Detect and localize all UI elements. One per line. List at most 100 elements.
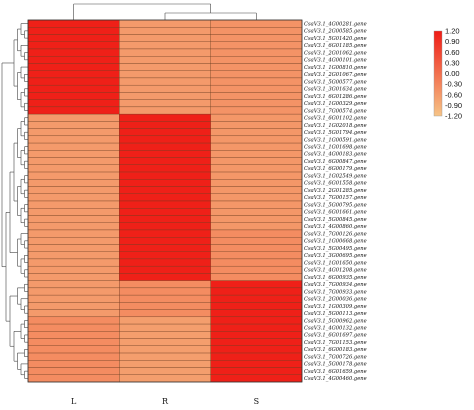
heatmap-cell <box>119 19 211 28</box>
heatmap-cell <box>119 338 211 346</box>
heatmap-cell <box>210 48 303 57</box>
heatmap-cell <box>119 265 211 274</box>
heatmap-cell <box>119 135 211 144</box>
heatmap-cell <box>210 128 303 137</box>
heatmap-cell <box>27 150 120 158</box>
row-label: CsaV3.1_5G00178.gene <box>304 362 367 368</box>
heatmap-cell <box>119 142 211 151</box>
heatmap-cell <box>27 70 120 79</box>
heatmap-cell <box>210 237 303 245</box>
heatmap-cell <box>119 309 211 318</box>
row-label: CsaV3.1_5G00495.gene <box>304 246 367 252</box>
heatmap-cell <box>27 56 120 64</box>
heatmap-cell <box>210 215 303 223</box>
row-label: CsaV3.1_1G00810.gene <box>304 65 367 71</box>
heatmap-cell <box>210 273 303 281</box>
heatmap-cell <box>27 338 120 346</box>
heatmap-cell <box>27 164 120 173</box>
heatmap-cell <box>210 302 303 310</box>
row-label: CsaV3.1_6G01185.gene <box>304 43 367 49</box>
heatmap-cell <box>210 374 303 383</box>
row-label: CsaV3.1_2G01285.gene <box>304 188 367 194</box>
color-scale-tick-label: -0.90 <box>445 101 462 110</box>
row-label: CsaV3.1_4G00183.gene <box>304 152 367 158</box>
heatmap-cell <box>27 106 120 115</box>
heatmap-cell <box>119 215 211 223</box>
row-label: CsaV3.1_6G01697.gene <box>304 333 367 339</box>
color-scale-tick-label: 0.90 <box>445 37 460 46</box>
heatmap-cell <box>210 63 303 71</box>
row-label: CsaV3.1_2G00585.gene <box>304 29 367 35</box>
heatmap-cell <box>119 200 211 209</box>
heatmap-cell <box>27 280 120 289</box>
heatmap-cell <box>119 331 211 339</box>
column-label: S <box>254 397 259 406</box>
heatmap-cell <box>210 323 303 332</box>
heatmap-cell <box>119 360 211 368</box>
row-label: CsaV3.1_7G00934.gene <box>304 282 367 288</box>
heatmap-cell <box>119 345 211 354</box>
heatmap-cell <box>27 331 120 339</box>
heatmap-cell <box>210 70 303 79</box>
heatmap-cell <box>210 193 303 202</box>
color-scale-tick-label: -1.20 <box>445 112 462 121</box>
heatmap-cell <box>210 41 303 50</box>
heatmap-cell <box>210 150 303 158</box>
heatmap-cell <box>27 273 120 281</box>
row-label: CsaV3.1_5G00845.gene <box>304 217 367 223</box>
heatmap-cell <box>210 367 303 375</box>
heatmap-cell <box>210 27 303 35</box>
row-label: CsaV3.1_7G01153.gene <box>304 340 367 346</box>
row-label: CsaV3.1_7G00726.gene <box>304 354 367 360</box>
row-label: CsaV3.1_4G00460.gene <box>304 376 367 382</box>
row-label: CsaV3.1_6G01661.gene <box>304 210 367 216</box>
heatmap-cell <box>119 251 211 260</box>
row-dendrogram <box>1 23 28 379</box>
row-label: CsaV3.1_4G00281.gene <box>304 21 367 27</box>
heatmap-cell <box>210 345 303 354</box>
row-label: CsaV3.1_2G00036.gene <box>304 297 367 303</box>
heatmap-cell <box>119 280 211 289</box>
heatmap-cell <box>210 360 303 368</box>
heatmap-cell <box>119 113 211 122</box>
heatmap-cell <box>27 179 120 187</box>
heatmap-cell <box>27 135 120 144</box>
heatmap-cell <box>119 316 211 325</box>
heatmap-cell <box>210 265 303 274</box>
row-label: CsaV3.1_4G00101.gene <box>304 58 367 64</box>
heatmap-cell <box>210 331 303 339</box>
heatmap-cell <box>27 186 120 194</box>
heatmap-cell <box>27 113 120 122</box>
heatmap-cell <box>119 157 211 165</box>
row-label: CsaV3.1_4G00132.gene <box>304 326 367 332</box>
column-dendrogram <box>73 3 257 20</box>
row-label: CsaV3.1_1G00668.gene <box>304 239 367 245</box>
color-scale-legend: 1.200.90 0.600.30 0.00 -0.30-0.60 -0.90 -1.20 <box>433 27 462 121</box>
heatmap-cells <box>27 19 303 383</box>
heatmap-cell <box>27 360 120 368</box>
color-scale-tick-label: 0.60 <box>445 48 460 57</box>
heatmap-cell <box>210 77 303 86</box>
heatmap-cell <box>119 273 211 281</box>
heatmap-cell <box>210 106 303 115</box>
heatmap-cell <box>27 294 120 303</box>
heatmap-cell <box>119 302 211 310</box>
column-label: R <box>162 397 169 406</box>
heatmap-cell <box>210 200 303 209</box>
heatmap-cell <box>27 34 120 42</box>
heatmap-cell <box>27 345 120 354</box>
heatmap-cell <box>27 157 120 165</box>
heatmap-cell <box>210 309 303 318</box>
row-label: CsaV3.1_1G01650.gene <box>304 260 367 266</box>
heatmap-cell <box>210 280 303 289</box>
heatmap-cell <box>210 34 303 42</box>
column-label: L <box>71 397 77 406</box>
row-label: CsaV3.1_1G01698.gene <box>304 145 367 151</box>
row-label: CsaV3.1_7G00574.gene <box>304 108 367 114</box>
heatmap-cell <box>210 142 303 151</box>
heatmap-cell <box>210 208 303 216</box>
heatmap-cell <box>119 128 211 137</box>
heatmap-cell <box>27 251 120 260</box>
heatmap-cell <box>119 41 211 50</box>
heatmap-cell <box>119 48 211 57</box>
